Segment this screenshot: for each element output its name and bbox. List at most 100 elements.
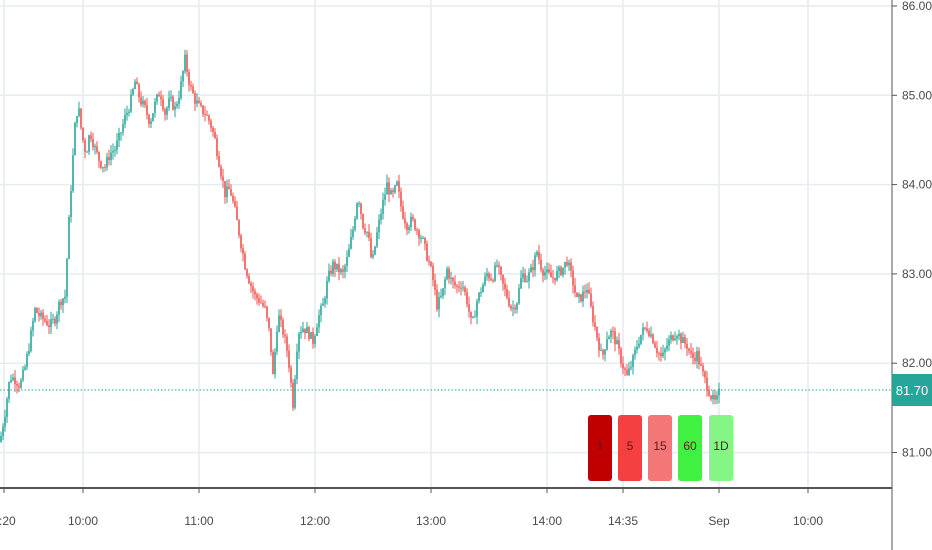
candle-body: [138, 84, 140, 98]
candle-body: [166, 107, 168, 115]
candle-body: [24, 367, 26, 370]
candle-body: [152, 113, 154, 122]
candle-body: [492, 280, 494, 282]
candle-body: [86, 151, 88, 153]
candle-body: [596, 326, 598, 338]
timeframe-box-15: [648, 415, 672, 481]
candle-body: [704, 371, 706, 378]
candle-body: [688, 348, 690, 351]
candle-body: [656, 347, 658, 354]
candle-body: [100, 161, 102, 168]
timeframe-box-1: [588, 415, 612, 481]
candle-body: [222, 176, 224, 181]
candle-body: [606, 339, 608, 350]
candle-body: [646, 328, 648, 331]
candle-body: [60, 301, 62, 306]
candle-body: [196, 100, 198, 104]
candle-body: [508, 297, 510, 306]
candle-body: [144, 100, 146, 106]
candle-body: [402, 206, 404, 219]
candle-body: [620, 348, 622, 364]
y-tick-label: 81.00: [902, 446, 932, 460]
candle-body: [232, 195, 234, 202]
candle-body: [420, 237, 422, 239]
candle-body: [710, 395, 712, 400]
candle-body: [398, 181, 400, 192]
candle-body: [188, 72, 190, 86]
candle-body: [456, 285, 458, 287]
candle-body: [476, 301, 478, 317]
candle-body: [156, 94, 158, 102]
candle-body: [384, 194, 386, 200]
candle-body: [716, 395, 718, 400]
candle-body: [380, 213, 382, 220]
candle-body: [46, 320, 48, 326]
candle-body: [74, 123, 76, 156]
candle-body: [280, 315, 282, 320]
candle-body: [446, 268, 448, 280]
candle-body: [354, 218, 356, 230]
timeframe-label-1D: 1D: [713, 439, 729, 453]
candle-body: [512, 307, 514, 309]
candle-body: [214, 132, 216, 139]
candle-body: [700, 364, 702, 366]
candle-body: [610, 330, 612, 337]
candle-body: [158, 94, 160, 97]
candle-body: [496, 265, 498, 267]
candle-body: [626, 369, 628, 375]
candle-body: [160, 96, 162, 100]
candle-body: [572, 270, 574, 286]
candle-body: [506, 288, 508, 298]
candle-body: [540, 259, 542, 270]
candle-body: [116, 140, 118, 150]
candle-body: [590, 293, 592, 307]
candle-body: [224, 180, 226, 198]
candle-body: [632, 355, 634, 368]
candle-body: [718, 388, 720, 396]
candle-body: [62, 298, 64, 306]
candle-body: [702, 365, 704, 372]
candle-body: [92, 138, 94, 148]
candle-body: [38, 313, 40, 317]
candle-body: [622, 363, 624, 369]
candle-body: [58, 301, 60, 315]
candle-body: [660, 353, 662, 356]
candle-body: [588, 289, 590, 294]
candle-body: [206, 114, 208, 116]
candle-body: [150, 121, 152, 124]
candle-body: [168, 98, 170, 108]
candle-body: [686, 343, 688, 349]
candle-body: [76, 116, 78, 124]
candle-body: [376, 232, 378, 247]
candle-body: [52, 318, 54, 320]
candle-body: [230, 189, 232, 196]
candle-body: [184, 54, 186, 72]
candle-body: [360, 203, 362, 214]
candle-body: [10, 379, 12, 383]
candle-body: [634, 349, 636, 356]
candle-body: [106, 157, 108, 168]
candle-body: [714, 394, 716, 400]
candle-body: [518, 288, 520, 304]
candle-body: [566, 261, 568, 266]
candle-body: [304, 328, 306, 334]
candle-body: [114, 149, 116, 152]
y-tick-label: 86.00: [902, 0, 932, 13]
candle-body: [332, 261, 334, 274]
timeframe-box-5: [618, 415, 642, 481]
candle-body: [564, 261, 566, 268]
candle-body: [204, 114, 206, 116]
candle-body: [94, 146, 96, 148]
candle-body: [202, 105, 204, 115]
candles: [0, 49, 720, 443]
candle-body: [694, 358, 696, 362]
candle-body: [318, 315, 320, 328]
candle-body: [428, 260, 430, 263]
candle-body: [568, 262, 570, 266]
candle-body: [118, 132, 120, 141]
candle-body: [552, 277, 554, 279]
candle-body: [556, 271, 558, 281]
candle-body: [194, 93, 196, 104]
candle-body: [108, 157, 110, 161]
